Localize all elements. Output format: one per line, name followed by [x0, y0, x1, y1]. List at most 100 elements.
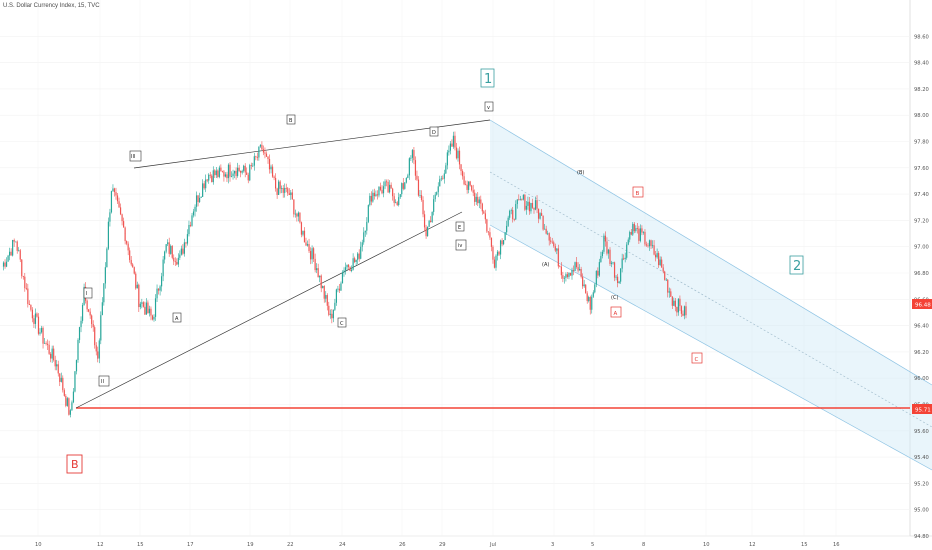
candle-body: [579, 269, 581, 271]
candle-body: [71, 402, 73, 411]
degree-label-1[interactable]: 1: [480, 68, 495, 88]
candle-body: [360, 246, 362, 259]
candle-body: [247, 174, 249, 181]
y-tick-label: 95.00: [914, 508, 929, 514]
wave-label-iv[interactable]: iv: [455, 239, 467, 251]
candle-body: [28, 303, 30, 305]
x-tick-label: 10: [35, 542, 42, 548]
wave-label-(B)[interactable]: (B): [577, 170, 584, 176]
support-price-tag: [912, 404, 932, 414]
wave-label-D[interactable]: D: [429, 126, 439, 137]
wave-label-A[interactable]: A: [172, 312, 182, 323]
candle-body: [445, 165, 447, 174]
data-point: [343, 266, 345, 267]
candle-body: [519, 198, 521, 200]
candle-body: [284, 187, 286, 193]
data-point: [425, 233, 427, 234]
candle-body: [477, 196, 479, 204]
wave-label-v[interactable]: v: [484, 101, 494, 112]
wave-label-II[interactable]: II: [98, 375, 110, 387]
candle-body: [452, 135, 455, 147]
candle-body: [395, 202, 397, 204]
candle-body: [150, 308, 152, 316]
candle-body: [390, 184, 392, 189]
candle-body: [677, 298, 679, 313]
wave-label-(A)[interactable]: (A): [542, 262, 549, 268]
red-label-big-B[interactable]: B: [66, 454, 83, 474]
candle-body: [413, 150, 415, 161]
candle-body: [5, 261, 8, 267]
red-label-B[interactable]: B: [632, 186, 644, 198]
candle-body: [557, 248, 559, 267]
candle-body: [176, 262, 178, 265]
candle-body: [490, 237, 493, 247]
candle-body: [595, 270, 597, 285]
degree-label-2[interactable]: 2: [789, 255, 804, 275]
candle-body: [528, 201, 531, 212]
candle-body: [253, 156, 255, 166]
candle-body: [33, 318, 35, 324]
wave-label-E[interactable]: E: [455, 221, 465, 232]
wave-label-I[interactable]: I: [83, 287, 93, 299]
candle-body: [347, 264, 350, 267]
candle-body: [189, 224, 192, 226]
y-tick-label: 96.40: [914, 324, 929, 330]
candle-body: [416, 175, 418, 180]
candle-body: [667, 279, 669, 293]
wave-label-B[interactable]: B: [286, 114, 296, 125]
candle-body: [638, 228, 640, 241]
y-tick-label: 97.00: [914, 245, 929, 251]
candle-body: [411, 150, 413, 158]
candle-body: [7, 255, 9, 262]
candle-body: [268, 159, 271, 170]
wave-label-C[interactable]: C: [337, 317, 347, 328]
candle-body: [498, 251, 500, 255]
candle-body: [396, 202, 398, 205]
candle-body: [279, 181, 281, 189]
candle-body: [419, 195, 421, 196]
candle-body: [311, 248, 313, 260]
candle-body: [428, 220, 430, 227]
candle-body: [471, 185, 473, 191]
red-label-A[interactable]: A: [610, 306, 622, 318]
candle-body: [173, 257, 175, 262]
candle-body: [340, 283, 342, 291]
candle-body: [241, 170, 243, 173]
candle-body: [123, 221, 125, 228]
x-tick-label: 26: [399, 542, 406, 548]
wave-label-(C)[interactable]: (C): [611, 295, 618, 301]
candle-body: [463, 176, 465, 185]
candle-body: [171, 245, 173, 258]
candle-body: [252, 165, 254, 167]
candle-body: [214, 170, 216, 176]
candle-body: [385, 181, 388, 183]
candle-body: [221, 170, 223, 172]
candle-body: [133, 267, 135, 274]
candle-body: [583, 284, 585, 287]
candle-body: [588, 297, 590, 302]
candle-body: [550, 240, 552, 242]
y-tick-label: 98.60: [914, 34, 929, 40]
candle-body: [521, 198, 523, 200]
candle-body: [609, 249, 611, 264]
candle-body: [89, 311, 91, 316]
red-label-C[interactable]: C: [691, 352, 703, 364]
candle-body: [337, 288, 339, 290]
candle-body: [551, 241, 553, 243]
data-point: [521, 200, 523, 201]
candle-body: [510, 210, 512, 211]
candle-body: [460, 164, 462, 172]
candle-body: [559, 266, 561, 268]
candle-body: [513, 219, 515, 220]
candle-body: [308, 244, 310, 252]
candle-body: [135, 273, 137, 289]
lower-trendline[interactable]: [75, 211, 463, 409]
candle-body: [682, 313, 684, 316]
candle-body: [80, 320, 82, 328]
data-point: [70, 416, 71, 417]
candle-body: [363, 232, 365, 243]
wave-label-III[interactable]: III: [129, 150, 142, 162]
candle-body: [393, 196, 395, 203]
svg-text:III: III: [131, 154, 135, 160]
